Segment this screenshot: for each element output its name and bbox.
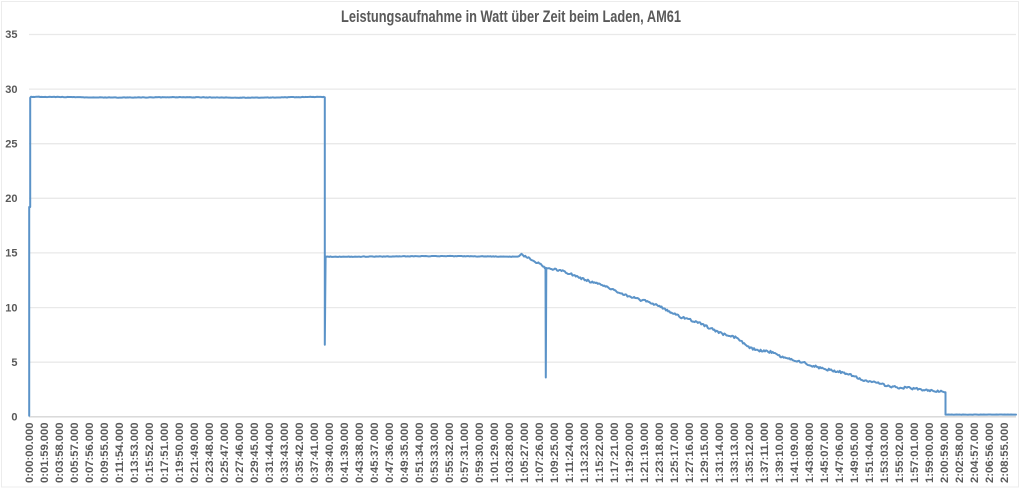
svg-text:0:45:37.000: 0:45:37.000 <box>369 423 381 484</box>
svg-text:1:03:28.000: 1:03:28.000 <box>504 423 516 484</box>
svg-text:1:35:12.000: 1:35:12.000 <box>744 423 756 484</box>
svg-text:0: 0 <box>11 412 17 424</box>
svg-text:1:05:27.000: 1:05:27.000 <box>519 423 531 484</box>
svg-text:2:06:56.000: 2:06:56.000 <box>984 423 996 484</box>
svg-text:0:25:47.000: 0:25:47.000 <box>219 423 231 484</box>
svg-text:30: 30 <box>5 84 17 96</box>
svg-text:1:07:26.000: 1:07:26.000 <box>534 423 546 484</box>
svg-text:0:23:48.000: 0:23:48.000 <box>204 423 216 484</box>
svg-text:0:19:50.000: 0:19:50.000 <box>174 423 186 484</box>
svg-text:0:00:00.000: 0:00:00.000 <box>24 423 36 484</box>
svg-text:1:09:25.000: 1:09:25.000 <box>549 423 561 484</box>
svg-text:0:53:33.000: 0:53:33.000 <box>429 423 441 484</box>
svg-text:1:33:13.000: 1:33:13.000 <box>729 423 741 484</box>
svg-text:0:29:45.000: 0:29:45.000 <box>249 423 261 484</box>
svg-text:0:15:52.000: 0:15:52.000 <box>144 423 156 484</box>
svg-text:0:07:56.000: 0:07:56.000 <box>84 423 96 484</box>
svg-text:20: 20 <box>5 193 17 205</box>
svg-text:1:53:03.000: 1:53:03.000 <box>879 423 891 484</box>
svg-text:1:21:19.000: 1:21:19.000 <box>639 423 651 484</box>
svg-text:25: 25 <box>5 138 17 150</box>
svg-text:0:43:38.000: 0:43:38.000 <box>354 423 366 484</box>
svg-text:0:55:32.000: 0:55:32.000 <box>444 423 456 484</box>
svg-text:0:31:44.000: 0:31:44.000 <box>264 423 276 484</box>
svg-text:1:59:00.000: 1:59:00.000 <box>924 423 936 484</box>
svg-text:1:19:20.000: 1:19:20.000 <box>624 423 636 484</box>
svg-text:0:09:55.000: 0:09:55.000 <box>99 423 111 484</box>
svg-text:Leistungsaufnahme in Watt über: Leistungsaufnahme in Watt über Zeit beim… <box>341 7 681 26</box>
svg-text:0:35:42.000: 0:35:42.000 <box>294 423 306 484</box>
svg-text:15: 15 <box>5 248 17 260</box>
svg-text:0:03:58.000: 0:03:58.000 <box>54 423 66 484</box>
svg-text:1:45:07.000: 1:45:07.000 <box>819 423 831 484</box>
svg-text:2:00:59.000: 2:00:59.000 <box>939 423 951 484</box>
svg-text:1:15:22.000: 1:15:22.000 <box>594 423 606 484</box>
svg-text:0:33:43.000: 0:33:43.000 <box>279 423 291 484</box>
svg-text:0:39:40.000: 0:39:40.000 <box>324 423 336 484</box>
svg-text:1:51:04.000: 1:51:04.000 <box>864 423 876 484</box>
svg-text:0:21:49.000: 0:21:49.000 <box>189 423 201 484</box>
svg-text:5: 5 <box>11 357 17 369</box>
svg-text:2:02:58.000: 2:02:58.000 <box>954 423 966 484</box>
svg-text:1:23:18.000: 1:23:18.000 <box>654 423 666 484</box>
svg-text:1:43:08.000: 1:43:08.000 <box>804 423 816 484</box>
svg-text:0:57:31.000: 0:57:31.000 <box>459 423 471 484</box>
svg-text:0:27:46.000: 0:27:46.000 <box>234 423 246 484</box>
svg-text:0:17:51.000: 0:17:51.000 <box>159 423 171 484</box>
svg-text:0:41:39.000: 0:41:39.000 <box>339 423 351 484</box>
svg-text:1:17:21.000: 1:17:21.000 <box>609 423 621 484</box>
svg-text:1:37:11.000: 1:37:11.000 <box>759 423 771 484</box>
svg-text:1:11:24.000: 1:11:24.000 <box>564 423 576 484</box>
svg-text:2:08:55.000: 2:08:55.000 <box>999 423 1011 484</box>
svg-text:10: 10 <box>5 302 17 314</box>
svg-text:1:39:10.000: 1:39:10.000 <box>774 423 786 484</box>
svg-text:0:59:30.000: 0:59:30.000 <box>474 423 486 484</box>
svg-text:1:47:06.000: 1:47:06.000 <box>834 423 846 484</box>
svg-text:1:01:29.000: 1:01:29.000 <box>489 423 501 484</box>
svg-text:2:04:57.000: 2:04:57.000 <box>969 423 981 484</box>
svg-text:1:55:02.000: 1:55:02.000 <box>894 423 906 484</box>
svg-text:35: 35 <box>5 29 17 41</box>
svg-text:1:29:15.000: 1:29:15.000 <box>699 423 711 484</box>
svg-text:1:41:09.000: 1:41:09.000 <box>789 423 801 484</box>
svg-text:0:05:57.000: 0:05:57.000 <box>69 423 81 484</box>
svg-text:1:25:17.000: 1:25:17.000 <box>669 423 681 484</box>
svg-text:1:31:14.000: 1:31:14.000 <box>714 423 726 484</box>
svg-text:1:57:01.000: 1:57:01.000 <box>909 423 921 484</box>
svg-text:0:49:35.000: 0:49:35.000 <box>399 423 411 484</box>
svg-text:0:37:41.000: 0:37:41.000 <box>309 423 321 484</box>
svg-text:0:13:53.000: 0:13:53.000 <box>129 423 141 484</box>
svg-text:0:11:54.000: 0:11:54.000 <box>114 423 126 484</box>
svg-text:1:49:05.000: 1:49:05.000 <box>849 423 861 484</box>
svg-text:1:27:16.000: 1:27:16.000 <box>684 423 696 484</box>
svg-text:0:01:59.000: 0:01:59.000 <box>39 423 51 484</box>
svg-text:0:47:36.000: 0:47:36.000 <box>384 423 396 484</box>
svg-text:0:51:34.000: 0:51:34.000 <box>414 423 426 484</box>
svg-text:1:13:23.000: 1:13:23.000 <box>579 423 591 484</box>
